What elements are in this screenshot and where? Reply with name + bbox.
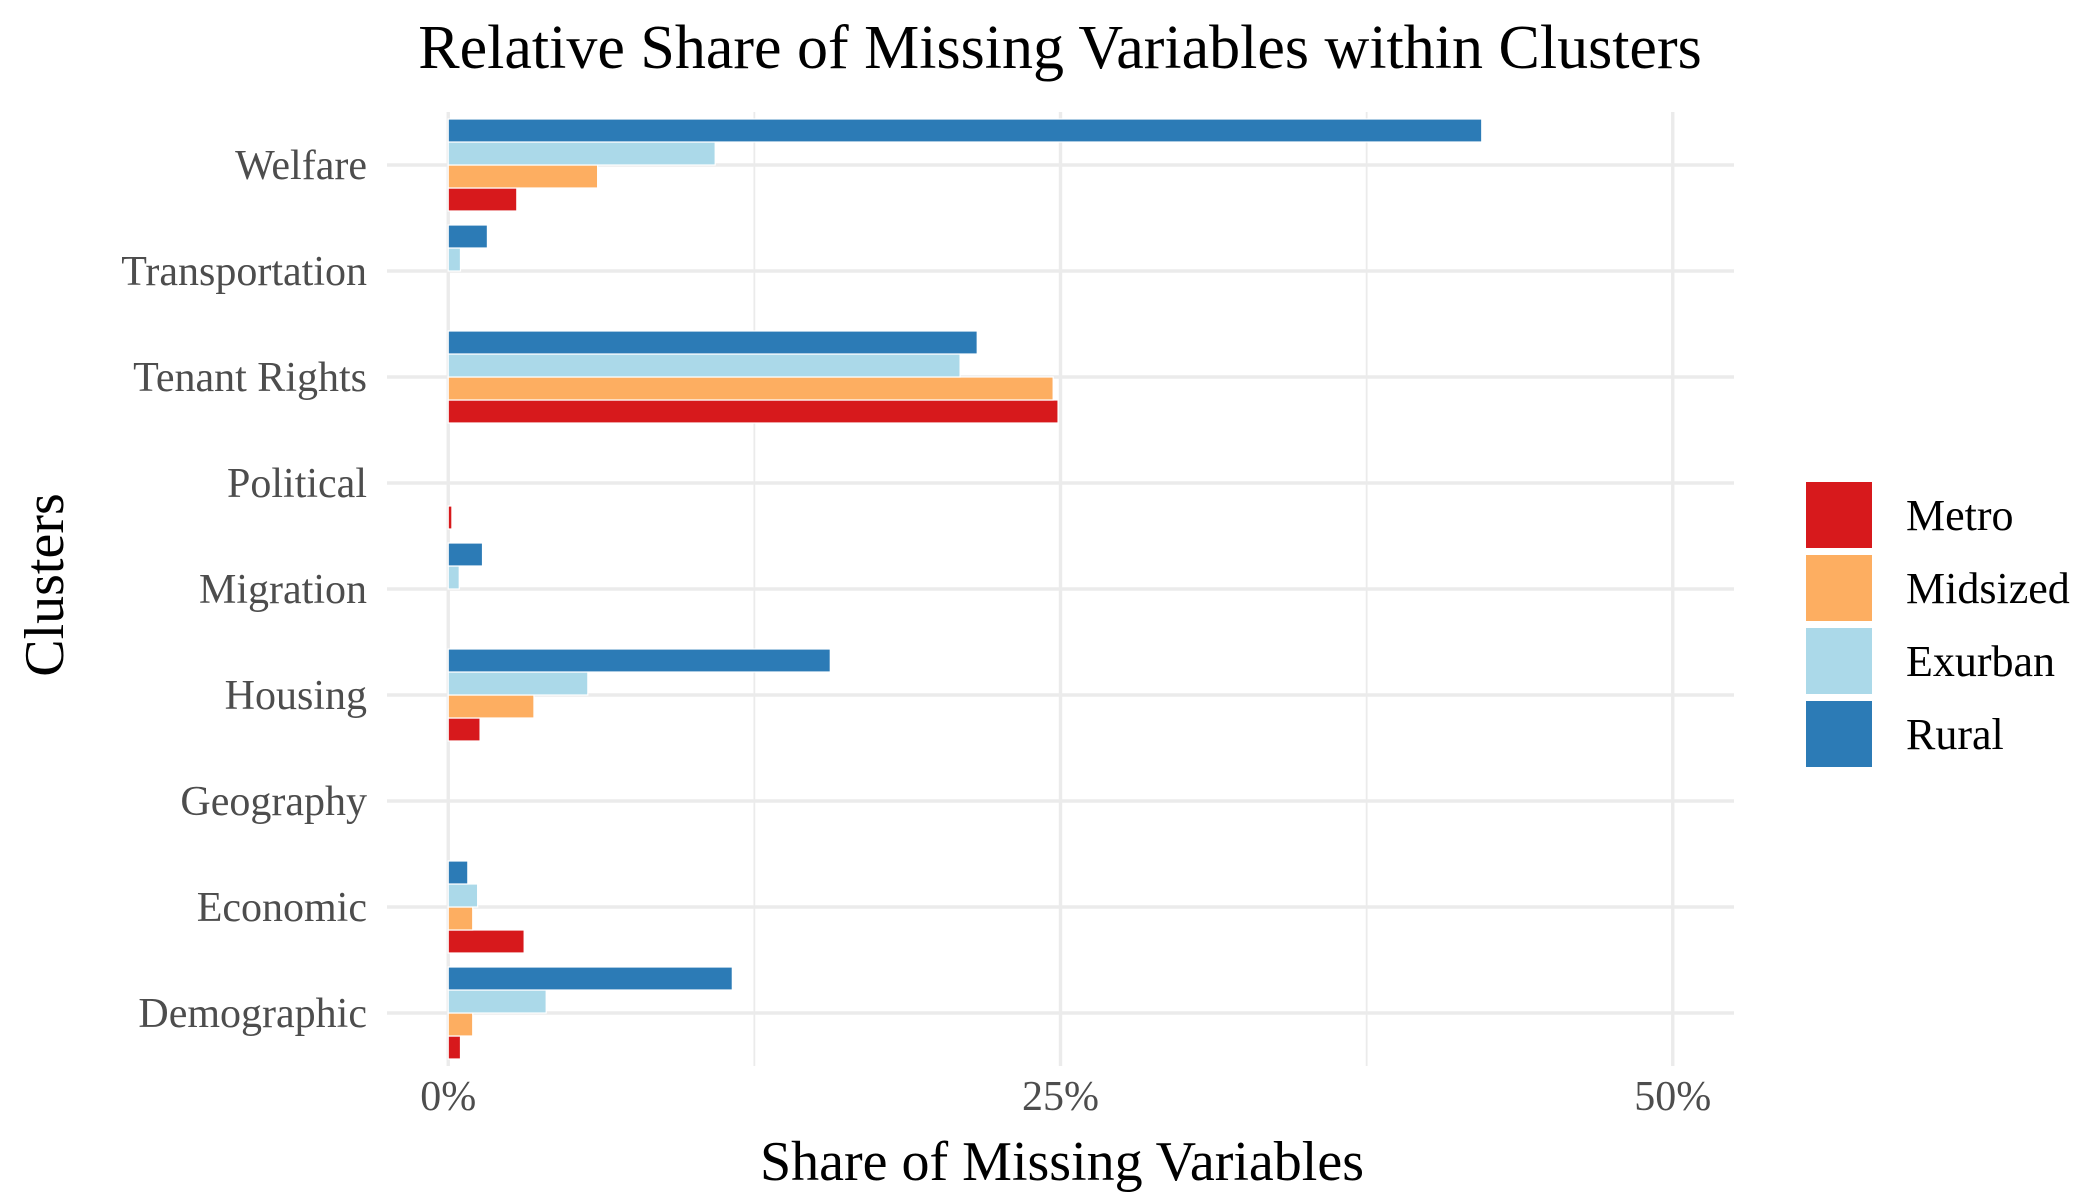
- bar-metro-housing: [447, 717, 481, 742]
- y-tick-labels: Welfare Transportation Tenant Rights Politi…: [121, 143, 367, 1037]
- bar-exurban-demographic: [447, 989, 547, 1014]
- bar-midsized-tenant-rights: [447, 376, 1054, 401]
- y-tick-label: Migration: [199, 567, 367, 613]
- bar-metro-political: [447, 505, 453, 530]
- bar-midsized-welfare: [447, 164, 599, 189]
- bar-exurban-housing: [447, 671, 589, 696]
- bar-exurban-economic: [447, 883, 479, 908]
- bars-layer: [447, 118, 1483, 1060]
- bar-metro-demographic: [447, 1035, 462, 1060]
- y-tick-label: Transportation: [121, 249, 367, 295]
- bar-metro-welfare: [447, 187, 518, 212]
- legend-key-metro: [1804, 480, 1874, 550]
- bar-rural-economic: [447, 860, 469, 885]
- bar-rural-migration: [447, 542, 484, 567]
- y-tick-label: Welfare: [235, 143, 367, 189]
- bar-rural-housing: [447, 648, 831, 673]
- bar-exurban-transportation: [447, 247, 462, 272]
- bar-rural-transportation: [447, 224, 489, 249]
- bar-midsized-housing: [447, 694, 535, 719]
- x-tick-label: 0%: [420, 1074, 476, 1120]
- y-axis-title: Clusters: [14, 493, 76, 677]
- legend-key-midsized: [1804, 553, 1874, 623]
- legend-label-metro: Metro: [1906, 491, 2014, 540]
- bar-metro-economic: [447, 929, 525, 954]
- x-tick-labels: 0% 25% 50%: [420, 1074, 1711, 1120]
- bar-exurban-tenant-rights: [447, 353, 961, 378]
- y-tick-label: Geography: [180, 779, 367, 825]
- legend-label-exurban: Exurban: [1906, 637, 2055, 686]
- bar-metro-tenant-rights: [447, 399, 1059, 424]
- bar-exurban-welfare: [447, 141, 716, 166]
- x-tick-label: 25%: [1022, 1074, 1099, 1120]
- legend-key-exurban: [1804, 626, 1874, 696]
- bar-midsized-economic: [447, 906, 474, 931]
- legend-key-rural: [1804, 699, 1874, 769]
- bar-rural-tenant-rights: [447, 330, 978, 355]
- y-tick-label: Economic: [197, 885, 367, 931]
- bar-rural-demographic: [447, 966, 733, 991]
- grid-layer: [387, 112, 1734, 1066]
- bar-exurban-migration: [447, 565, 460, 590]
- y-tick-label: Housing: [225, 673, 367, 719]
- legend: Metro Midsized Exurban Rural: [1804, 480, 2070, 769]
- chart-title: Relative Share of Missing Variables with…: [418, 14, 1701, 82]
- x-axis-title: Share of Missing Variables: [760, 1131, 1364, 1193]
- legend-label-rural: Rural: [1906, 710, 2004, 759]
- x-tick-label: 50%: [1634, 1074, 1711, 1120]
- y-tick-label: Tenant Rights: [133, 355, 367, 401]
- bar-midsized-demographic: [447, 1012, 474, 1037]
- legend-label-midsized: Midsized: [1906, 564, 2070, 613]
- y-tick-label: Political: [227, 461, 367, 507]
- y-tick-label: Demographic: [138, 991, 367, 1037]
- bar-rural-welfare: [447, 118, 1483, 143]
